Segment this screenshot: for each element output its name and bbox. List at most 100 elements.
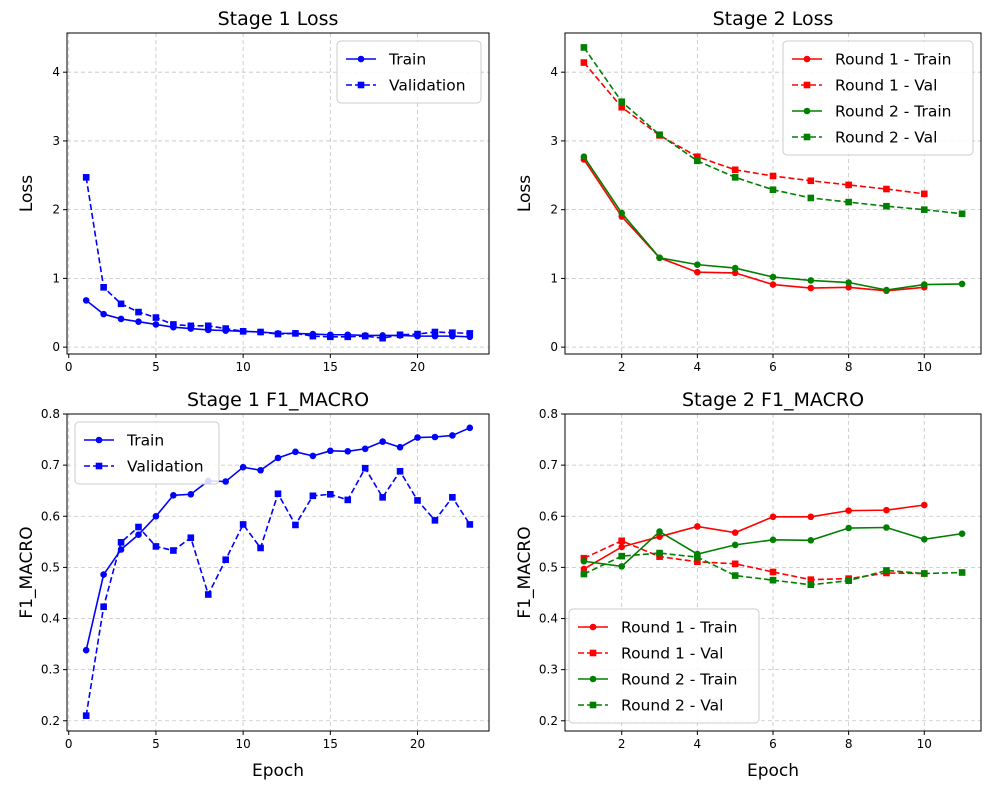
data-point: [152, 321, 160, 328]
y-tick-label: 0.4: [539, 612, 558, 626]
data-point: [414, 434, 421, 441]
axes-frame: [66, 32, 490, 355]
data-point: [257, 328, 264, 336]
data-point: [344, 496, 352, 504]
data-point: [361, 445, 369, 453]
x-tick-label: 6: [769, 737, 777, 751]
data-point: [958, 210, 966, 218]
data-point: [239, 328, 247, 335]
x-axis-label: Epoch: [252, 761, 304, 781]
data-point: [361, 332, 369, 340]
data-point: [769, 281, 777, 288]
data-point: [807, 177, 815, 185]
data-point: [117, 539, 125, 546]
legend-label: Round 2 - Train: [621, 671, 737, 689]
data-point: [580, 44, 588, 51]
data-point: [807, 194, 815, 202]
legend-label: Round 1 - Val: [621, 645, 723, 663]
data-point: [292, 521, 299, 529]
stage1-f1-panel: 0 5 10 15 20 0.2 0.3 0.4 0.5 0.6 0.7 0.8 Stage 1 F1_…: [17, 389, 490, 781]
data-point: [883, 567, 890, 574]
data-point: [845, 198, 852, 206]
legend-box: [782, 40, 974, 156]
data-point: [431, 433, 439, 441]
x-tick-label: 4: [694, 360, 702, 374]
data-point: [807, 536, 815, 544]
legend-label: Round 2 - Val: [835, 129, 937, 147]
data-point: [187, 490, 195, 498]
y-tick-label: 1: [550, 271, 558, 285]
data-point: [618, 563, 626, 570]
legend-marker: [589, 675, 597, 683]
y-tick-label: 0.7: [539, 458, 558, 472]
legend-label: Train: [388, 51, 426, 69]
legend-marker: [803, 133, 811, 141]
legend-label: Validation: [127, 458, 204, 476]
data-point: [807, 581, 815, 589]
legend-marker: [589, 623, 597, 631]
data-point: [618, 209, 626, 217]
data-point: [580, 565, 588, 573]
series-line: [85, 177, 470, 339]
data-point: [100, 284, 107, 291]
y-tick-label: 3: [52, 134, 60, 148]
y-tick-label: 0.6: [539, 509, 558, 523]
y-tick-label: 0.4: [41, 612, 60, 626]
x-tick-label: 20: [410, 360, 425, 374]
x-tick-label: 4: [694, 737, 702, 751]
series-line: [583, 504, 925, 570]
data-point: [100, 603, 107, 611]
legend-label: Round 1 - Train: [835, 51, 951, 69]
data-point: [466, 330, 474, 337]
y-tick-label: 2: [52, 203, 60, 217]
data-point: [135, 523, 142, 531]
data-point: [152, 512, 160, 520]
x-tick-label: 10: [917, 360, 932, 374]
x-tick-label: 15: [323, 737, 338, 751]
data-point: [618, 552, 626, 560]
data-point: [694, 157, 701, 165]
data-point: [958, 530, 966, 537]
data-point: [274, 330, 282, 338]
data-point: [920, 206, 928, 213]
legend-marker: [357, 55, 365, 63]
data-point: [920, 535, 928, 543]
data-point: [731, 269, 739, 277]
data-point: [656, 553, 663, 560]
y-tick-label: 0.5: [539, 560, 558, 574]
legend-label: Round 2 - Train: [835, 103, 951, 121]
legend-label: Round 2 - Val: [621, 697, 723, 715]
data-point: [656, 533, 663, 541]
data-point: [309, 332, 317, 340]
data-point: [656, 528, 663, 535]
series-round-1-val: [580, 59, 928, 198]
data-point: [845, 577, 852, 584]
data-point: [292, 330, 299, 337]
data-point: [694, 558, 701, 566]
data-point: [580, 59, 588, 66]
chart-title: Stage 2 F1_MACRO: [682, 389, 864, 411]
legend: Round 1 - Train Round 1 - Val Round 2 - Tr…: [782, 40, 974, 156]
y-tick-label: 0.8: [41, 407, 60, 421]
series-line: [583, 552, 963, 586]
data-point: [618, 543, 626, 551]
data-point: [82, 646, 90, 654]
data-point: [618, 537, 626, 545]
data-point: [920, 281, 928, 288]
series-round-2-train: [580, 153, 966, 294]
data-point: [170, 491, 177, 499]
data-point: [135, 308, 142, 316]
data-point: [414, 330, 421, 338]
y-tick-label: 4: [550, 65, 558, 79]
data-point: [257, 544, 264, 552]
data-point: [379, 438, 386, 445]
data-point: [135, 531, 142, 538]
data-point: [883, 286, 890, 294]
data-point: [82, 712, 90, 719]
data-point: [731, 529, 739, 536]
series-round-1-train: [580, 501, 928, 573]
series-line: [583, 62, 925, 195]
data-point: [920, 501, 928, 509]
data-point: [222, 556, 229, 564]
data-point: [379, 494, 386, 501]
